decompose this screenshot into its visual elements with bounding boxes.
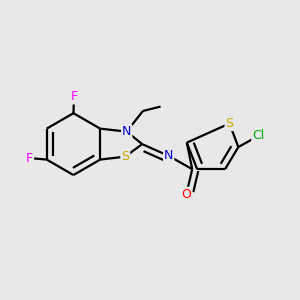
Text: F: F: [26, 152, 33, 165]
Text: Cl: Cl: [252, 129, 265, 142]
Text: O: O: [182, 188, 191, 201]
Text: F: F: [70, 91, 78, 103]
Text: N: N: [164, 149, 173, 162]
Text: N: N: [122, 125, 131, 138]
Text: S: S: [226, 117, 233, 130]
Text: S: S: [121, 150, 129, 163]
